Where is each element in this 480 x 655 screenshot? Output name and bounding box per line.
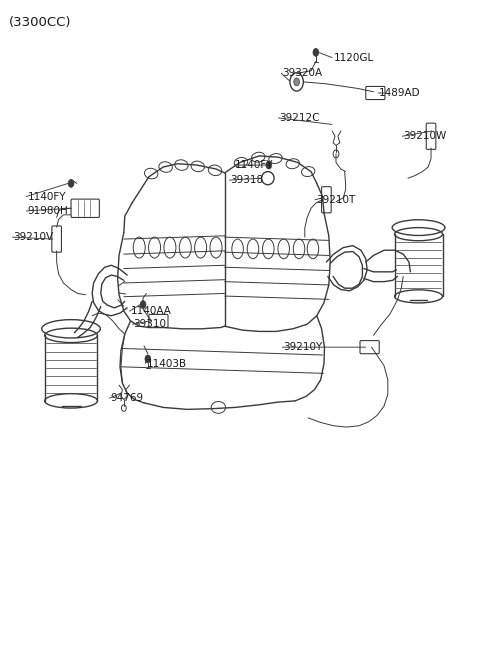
Circle shape: [68, 179, 74, 187]
Text: 39310: 39310: [133, 319, 167, 329]
Text: 39210T: 39210T: [316, 195, 355, 205]
Text: 94769: 94769: [110, 393, 144, 403]
Circle shape: [145, 355, 151, 363]
Text: 1140AA: 1140AA: [131, 306, 171, 316]
Text: (3300CC): (3300CC): [9, 16, 71, 29]
Text: 1120GL: 1120GL: [334, 52, 374, 63]
Circle shape: [294, 78, 300, 86]
Text: 11403B: 11403B: [146, 358, 187, 369]
Text: 39210Y: 39210Y: [283, 342, 323, 352]
Text: 1140FY: 1140FY: [28, 191, 66, 202]
Circle shape: [140, 301, 146, 309]
Text: 39212C: 39212C: [279, 113, 320, 123]
Text: 39320A: 39320A: [282, 68, 323, 79]
Text: 39318: 39318: [230, 175, 264, 185]
Text: 1140FY: 1140FY: [235, 160, 274, 170]
Circle shape: [266, 161, 272, 169]
Text: 39210V: 39210V: [13, 232, 54, 242]
Text: 91980H: 91980H: [28, 206, 69, 216]
Text: 39210W: 39210W: [403, 131, 446, 141]
Text: 1489AD: 1489AD: [379, 88, 421, 98]
Circle shape: [313, 48, 319, 56]
